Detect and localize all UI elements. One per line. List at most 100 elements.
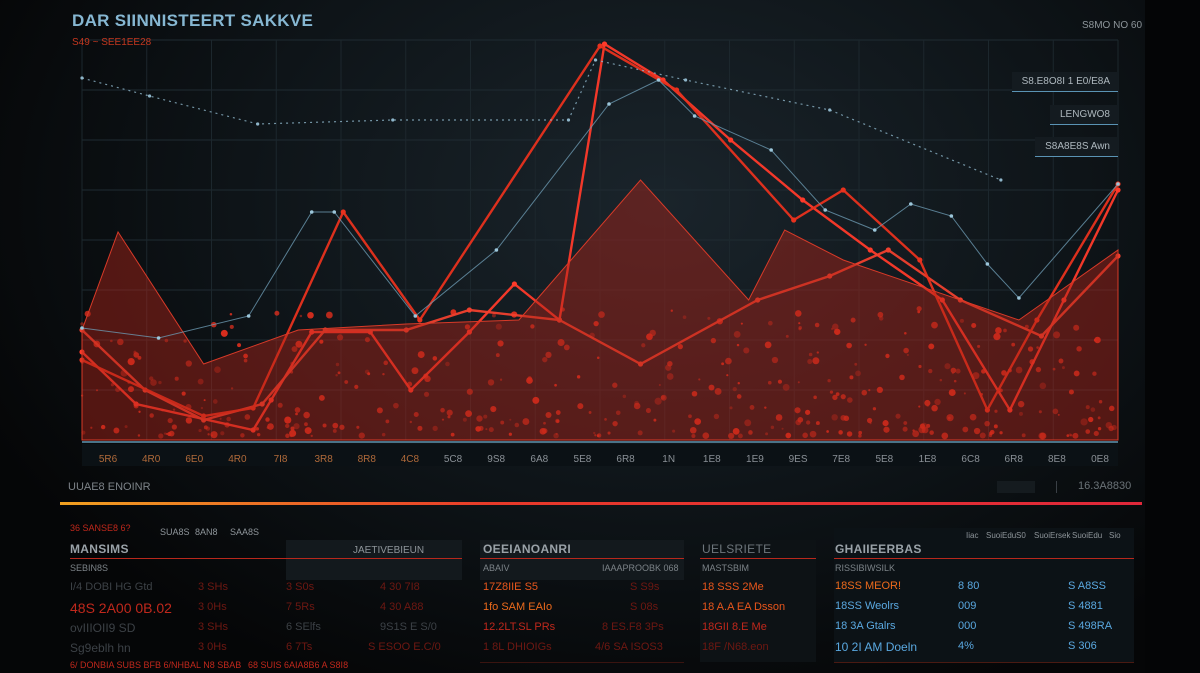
scatter-dot (906, 353, 909, 357)
cell: 4% (958, 640, 974, 652)
scatter-dot (858, 430, 863, 435)
scatter-dot (299, 314, 303, 318)
scatter-dot (335, 362, 340, 367)
scatter-dot (607, 431, 611, 435)
scatter-dot (740, 322, 743, 325)
data-point (999, 178, 1003, 182)
scatter-dot (950, 367, 957, 374)
scatter-dot (488, 427, 494, 433)
scatter-dot (1021, 433, 1026, 438)
scatter-dot (167, 417, 173, 424)
scatter-dot (775, 414, 783, 421)
column-header: IAAAPROOBK 068 (602, 563, 679, 573)
panel-tab[interactable]: Iiac (966, 531, 979, 540)
scatter-dot (807, 359, 813, 365)
scatter-dot (866, 417, 873, 424)
scatter-dot (367, 372, 371, 376)
scatter-dot (158, 433, 164, 439)
data-point (417, 317, 423, 323)
scatter-dot (508, 432, 512, 436)
cell: S S9s (630, 581, 660, 593)
panel-subtitle: SEBIN8S (70, 563, 109, 573)
scatter-dot (596, 433, 602, 438)
scatter-dot (928, 368, 933, 374)
scatter-dot (530, 324, 535, 329)
scatter-dot (698, 378, 701, 381)
panel-mansims: 36 SANSE8 6? SUA8S 8AN8 SAA8S MANSIMS JA… (68, 518, 464, 670)
footer-control[interactable] (997, 481, 1035, 493)
panel-tab[interactable]: S0 (1016, 531, 1026, 540)
panel-tab[interactable]: SuoiEdu (986, 531, 1017, 540)
scatter-dot (798, 325, 803, 330)
scatter-dot (637, 430, 643, 436)
scatter-dot (771, 356, 779, 364)
x-tick-label: 5C8 (443, 454, 463, 465)
data-point (391, 118, 395, 122)
scatter-dot (485, 428, 488, 431)
panel-tab[interactable]: SuoiEdu (1072, 531, 1103, 540)
scatter-dot (90, 426, 93, 429)
panel-uelsriete: UELSRIETE MASTSBIM 18 SSS 2Me 18 A.A EA … (700, 518, 816, 670)
scatter-dot (641, 343, 646, 348)
scatter-dot (137, 434, 141, 437)
scatter-dot (1053, 331, 1061, 339)
cell: 3 SHs (198, 621, 228, 633)
scatter-dot (924, 399, 931, 407)
scatter-dot (1035, 366, 1042, 373)
panel-tab[interactable]: Sio (1109, 531, 1121, 540)
scatter-dot (1073, 324, 1080, 331)
data-point (403, 327, 409, 333)
x-tick-label: 7I8 (273, 454, 288, 465)
scatter-dot (219, 417, 222, 420)
legend-item[interactable]: S8.E8O8I 1 E0/E8A (1011, 72, 1118, 92)
data-point (332, 210, 337, 214)
scatter-dot (596, 356, 600, 360)
scatter-dot (499, 378, 503, 381)
scatter-dot (376, 407, 383, 414)
panel-tab[interactable]: 36 SANSE8 6? (70, 523, 131, 533)
data-point (147, 94, 152, 98)
cell: 009 (958, 600, 977, 612)
cell: 000 (958, 620, 977, 632)
scatter-dot (1097, 427, 1102, 431)
legend-item[interactable]: S8A8E8S Awn (1035, 137, 1118, 157)
scatter-dot (944, 363, 951, 370)
scatter-dot (658, 384, 661, 387)
x-tick-label: 1E8 (918, 454, 937, 465)
scatter-dot (713, 413, 720, 420)
x-tick-label: 6C8 (961, 454, 980, 465)
data-point (201, 417, 207, 423)
scatter-dot (1027, 346, 1034, 352)
right-edge-shade (1145, 0, 1200, 673)
scatter-dot (423, 391, 430, 397)
scatter-dot (877, 311, 884, 318)
scatter-dot (1108, 425, 1114, 432)
scatter-dot (475, 426, 482, 432)
panel-tab[interactable]: 8AN8 (195, 527, 218, 537)
scatter-dot (284, 416, 292, 424)
scatter-dot (714, 387, 722, 395)
panel-subtitle: MASTSBIM (702, 563, 750, 573)
scatter-dot (364, 337, 370, 343)
scatter-dot (849, 375, 854, 380)
scatter-dot (1093, 430, 1099, 437)
panel-tab[interactable]: SUA8S (160, 527, 190, 537)
legend-item[interactable]: LENGWO8 (1049, 105, 1118, 125)
panel-ghaiieerbas: Iiac SuoiEdu S0 SuoiErsek SuoiEdu Sio GH… (834, 518, 1134, 670)
scatter-dot (633, 402, 641, 410)
scatter-dot (543, 421, 546, 425)
scatter-dot (304, 422, 308, 427)
panel-tab[interactable]: SuoiErsek (1034, 531, 1071, 540)
divider (834, 558, 1134, 559)
scatter-dot (185, 360, 192, 367)
scatter-dot (904, 331, 907, 335)
scatter-dot (798, 322, 801, 325)
scatter-dot (899, 374, 905, 381)
data-point (769, 148, 773, 152)
scatter-dot (931, 321, 938, 329)
cell: S 306 (1068, 640, 1097, 652)
scatter-dot (743, 347, 750, 354)
panel-tab[interactable]: SAA8S (230, 527, 260, 537)
scatter-dot (1092, 371, 1097, 376)
data-point (250, 405, 256, 411)
